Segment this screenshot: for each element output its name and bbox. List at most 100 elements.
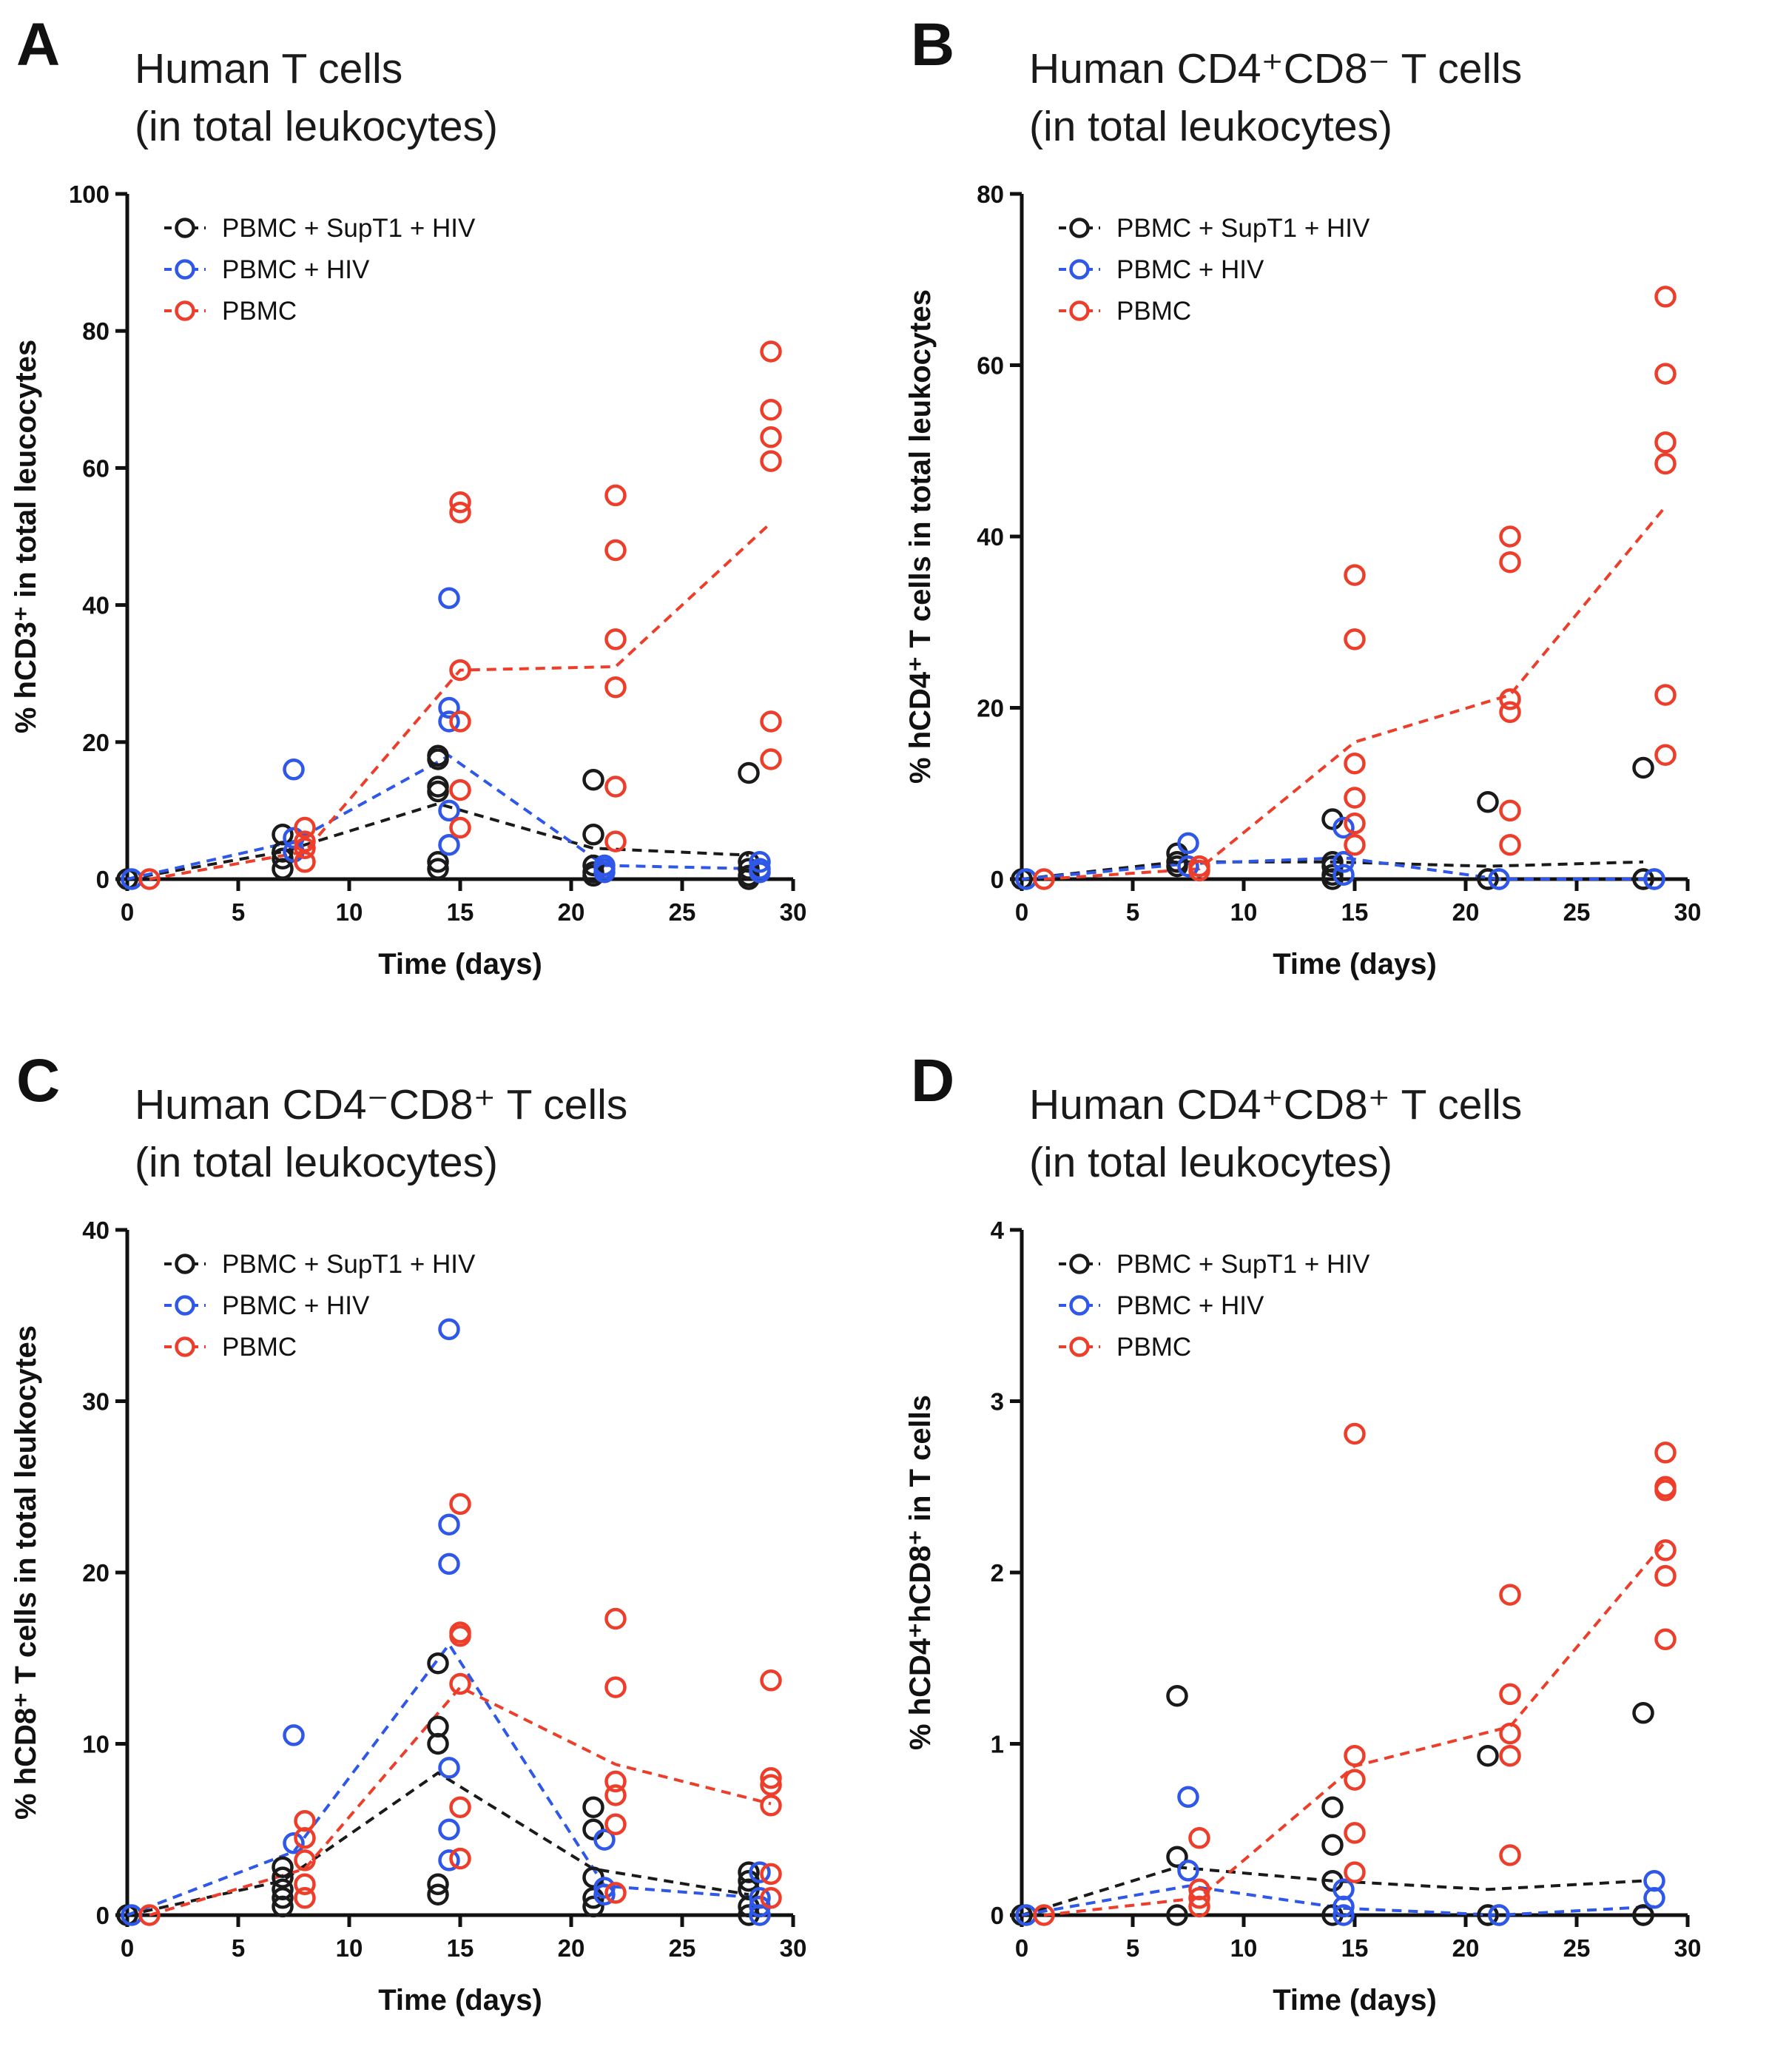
data-point-blue xyxy=(438,1757,460,1779)
series-mean-line-red xyxy=(1043,1541,1667,1917)
data-point-black xyxy=(582,824,604,846)
data-point-black xyxy=(738,858,760,880)
data-point-blue xyxy=(749,861,771,884)
data-point-black xyxy=(582,768,604,791)
legend-marker xyxy=(1069,300,1090,321)
legend-label: PBMC + HIV xyxy=(222,255,370,284)
data-point-red xyxy=(1499,1744,1521,1767)
data-point-blue xyxy=(593,1829,616,1851)
y-tick-label: 2 xyxy=(991,1559,1004,1587)
legend-entry: PBMC xyxy=(1059,1333,1191,1362)
data-point-red xyxy=(294,1873,316,1896)
data-point-red xyxy=(294,851,316,873)
legend-label: PBMC xyxy=(222,297,297,326)
x-tick-label: 25 xyxy=(669,898,696,926)
data-point-black xyxy=(1632,756,1654,779)
x-tick-label: 0 xyxy=(121,1934,134,1962)
chart-title-line: Human CD4⁻CD8⁺ T cells xyxy=(135,1081,627,1128)
data-point-red xyxy=(1344,564,1366,586)
data-point-red xyxy=(1654,286,1677,308)
y-tick-label: 4 xyxy=(991,1217,1005,1244)
chart-title-line: (in total leukocytes) xyxy=(135,103,498,150)
data-point-black xyxy=(582,1818,604,1841)
data-point-black xyxy=(272,1856,294,1878)
data-point-red xyxy=(1344,1861,1366,1883)
x-tick-label: 10 xyxy=(336,898,363,926)
x-tick-label: 5 xyxy=(1126,1934,1139,1962)
data-point-red xyxy=(1499,799,1521,822)
data-point-red xyxy=(449,778,471,801)
y-tick-label: 20 xyxy=(977,695,1004,722)
data-point-blue xyxy=(1333,864,1355,886)
data-point-red xyxy=(1344,787,1366,809)
data-point-blue xyxy=(1333,1895,1355,1918)
panel-c: C Human CD4⁻CD8⁺ T cells (in total leukocy… xyxy=(0,1036,894,2072)
legend-entry: PBMC + HIV xyxy=(1059,1291,1264,1320)
data-point-red xyxy=(1654,1479,1677,1501)
data-point-red xyxy=(1499,1683,1521,1706)
legend-marker xyxy=(175,1295,195,1316)
data-point-red xyxy=(449,1672,471,1695)
x-tick-label: 30 xyxy=(780,898,807,926)
chart-title-line: Human CD4⁺CD8⁺ T cells xyxy=(1029,1081,1522,1128)
series-mean-line-blue xyxy=(127,1641,761,1917)
legend-entry: PBMC + SupT1 + HIV xyxy=(1059,1250,1370,1279)
data-point-red xyxy=(1499,701,1521,724)
data-point-red xyxy=(604,676,627,699)
data-point-red xyxy=(1654,452,1677,475)
series-mean-line-blue xyxy=(127,753,761,881)
data-point-blue xyxy=(1643,868,1665,890)
y-tick-label: 40 xyxy=(82,592,110,619)
data-point-black xyxy=(582,854,604,877)
data-point-red xyxy=(760,1863,782,1886)
data-point-blue xyxy=(283,758,305,781)
data-point-black xyxy=(272,1866,294,1888)
data-point-black xyxy=(427,858,449,880)
legend-label: PBMC + HIV xyxy=(222,1291,370,1320)
data-point-red xyxy=(294,1887,316,1909)
data-point-red xyxy=(1344,1422,1366,1445)
data-point-red xyxy=(604,830,627,852)
x-tick-label: 20 xyxy=(558,898,585,926)
data-point-red xyxy=(294,830,316,852)
legend-label: PBMC + HIV xyxy=(1116,255,1264,284)
y-tick-label: 10 xyxy=(82,1731,110,1758)
x-tick-label: 10 xyxy=(1230,898,1258,926)
data-point-black xyxy=(1477,1904,1499,1926)
data-point-red xyxy=(760,748,782,770)
legend-entry: PBMC + SupT1 + HIV xyxy=(1059,214,1370,243)
data-point-blue xyxy=(593,1877,616,1899)
x-tick-label: 0 xyxy=(121,898,134,926)
x-tick-label: 5 xyxy=(1126,898,1139,926)
x-tick-label: 15 xyxy=(447,1934,474,1962)
data-point-black xyxy=(1321,1834,1344,1856)
data-point-red xyxy=(1499,833,1521,856)
data-point-blue xyxy=(438,1553,460,1575)
data-point-black xyxy=(427,851,449,873)
x-tick-label: 20 xyxy=(1452,1934,1480,1962)
data-point-red xyxy=(449,1493,471,1516)
chart-title-line: (in total leukocytes) xyxy=(1029,103,1392,150)
data-point-blue xyxy=(438,1818,460,1841)
data-point-red xyxy=(1033,868,1055,890)
y-tick-label: 60 xyxy=(82,454,110,482)
legend-marker xyxy=(175,1254,195,1274)
panel-letter: B xyxy=(911,11,954,78)
data-point-black xyxy=(1166,1904,1188,1926)
data-point-red xyxy=(760,426,782,448)
legend-entry: PBMC xyxy=(1059,297,1191,326)
chart-title-line: (in total leukocytes) xyxy=(135,1139,498,1186)
data-point-black xyxy=(1321,1796,1344,1818)
y-tick-label: 40 xyxy=(82,1217,110,1244)
data-point-red xyxy=(294,816,316,839)
data-point-black xyxy=(427,748,449,770)
series-mean-line-red xyxy=(1043,505,1667,881)
data-point-blue xyxy=(283,1832,305,1854)
x-axis-label: Time (days) xyxy=(1273,948,1437,980)
data-point-red xyxy=(138,868,161,890)
data-point-black xyxy=(427,1652,449,1675)
data-point-red xyxy=(1188,1827,1210,1849)
data-point-blue xyxy=(1333,1904,1355,1926)
y-tick-label: 20 xyxy=(82,1559,110,1587)
x-axis-label: Time (days) xyxy=(378,1984,542,2016)
